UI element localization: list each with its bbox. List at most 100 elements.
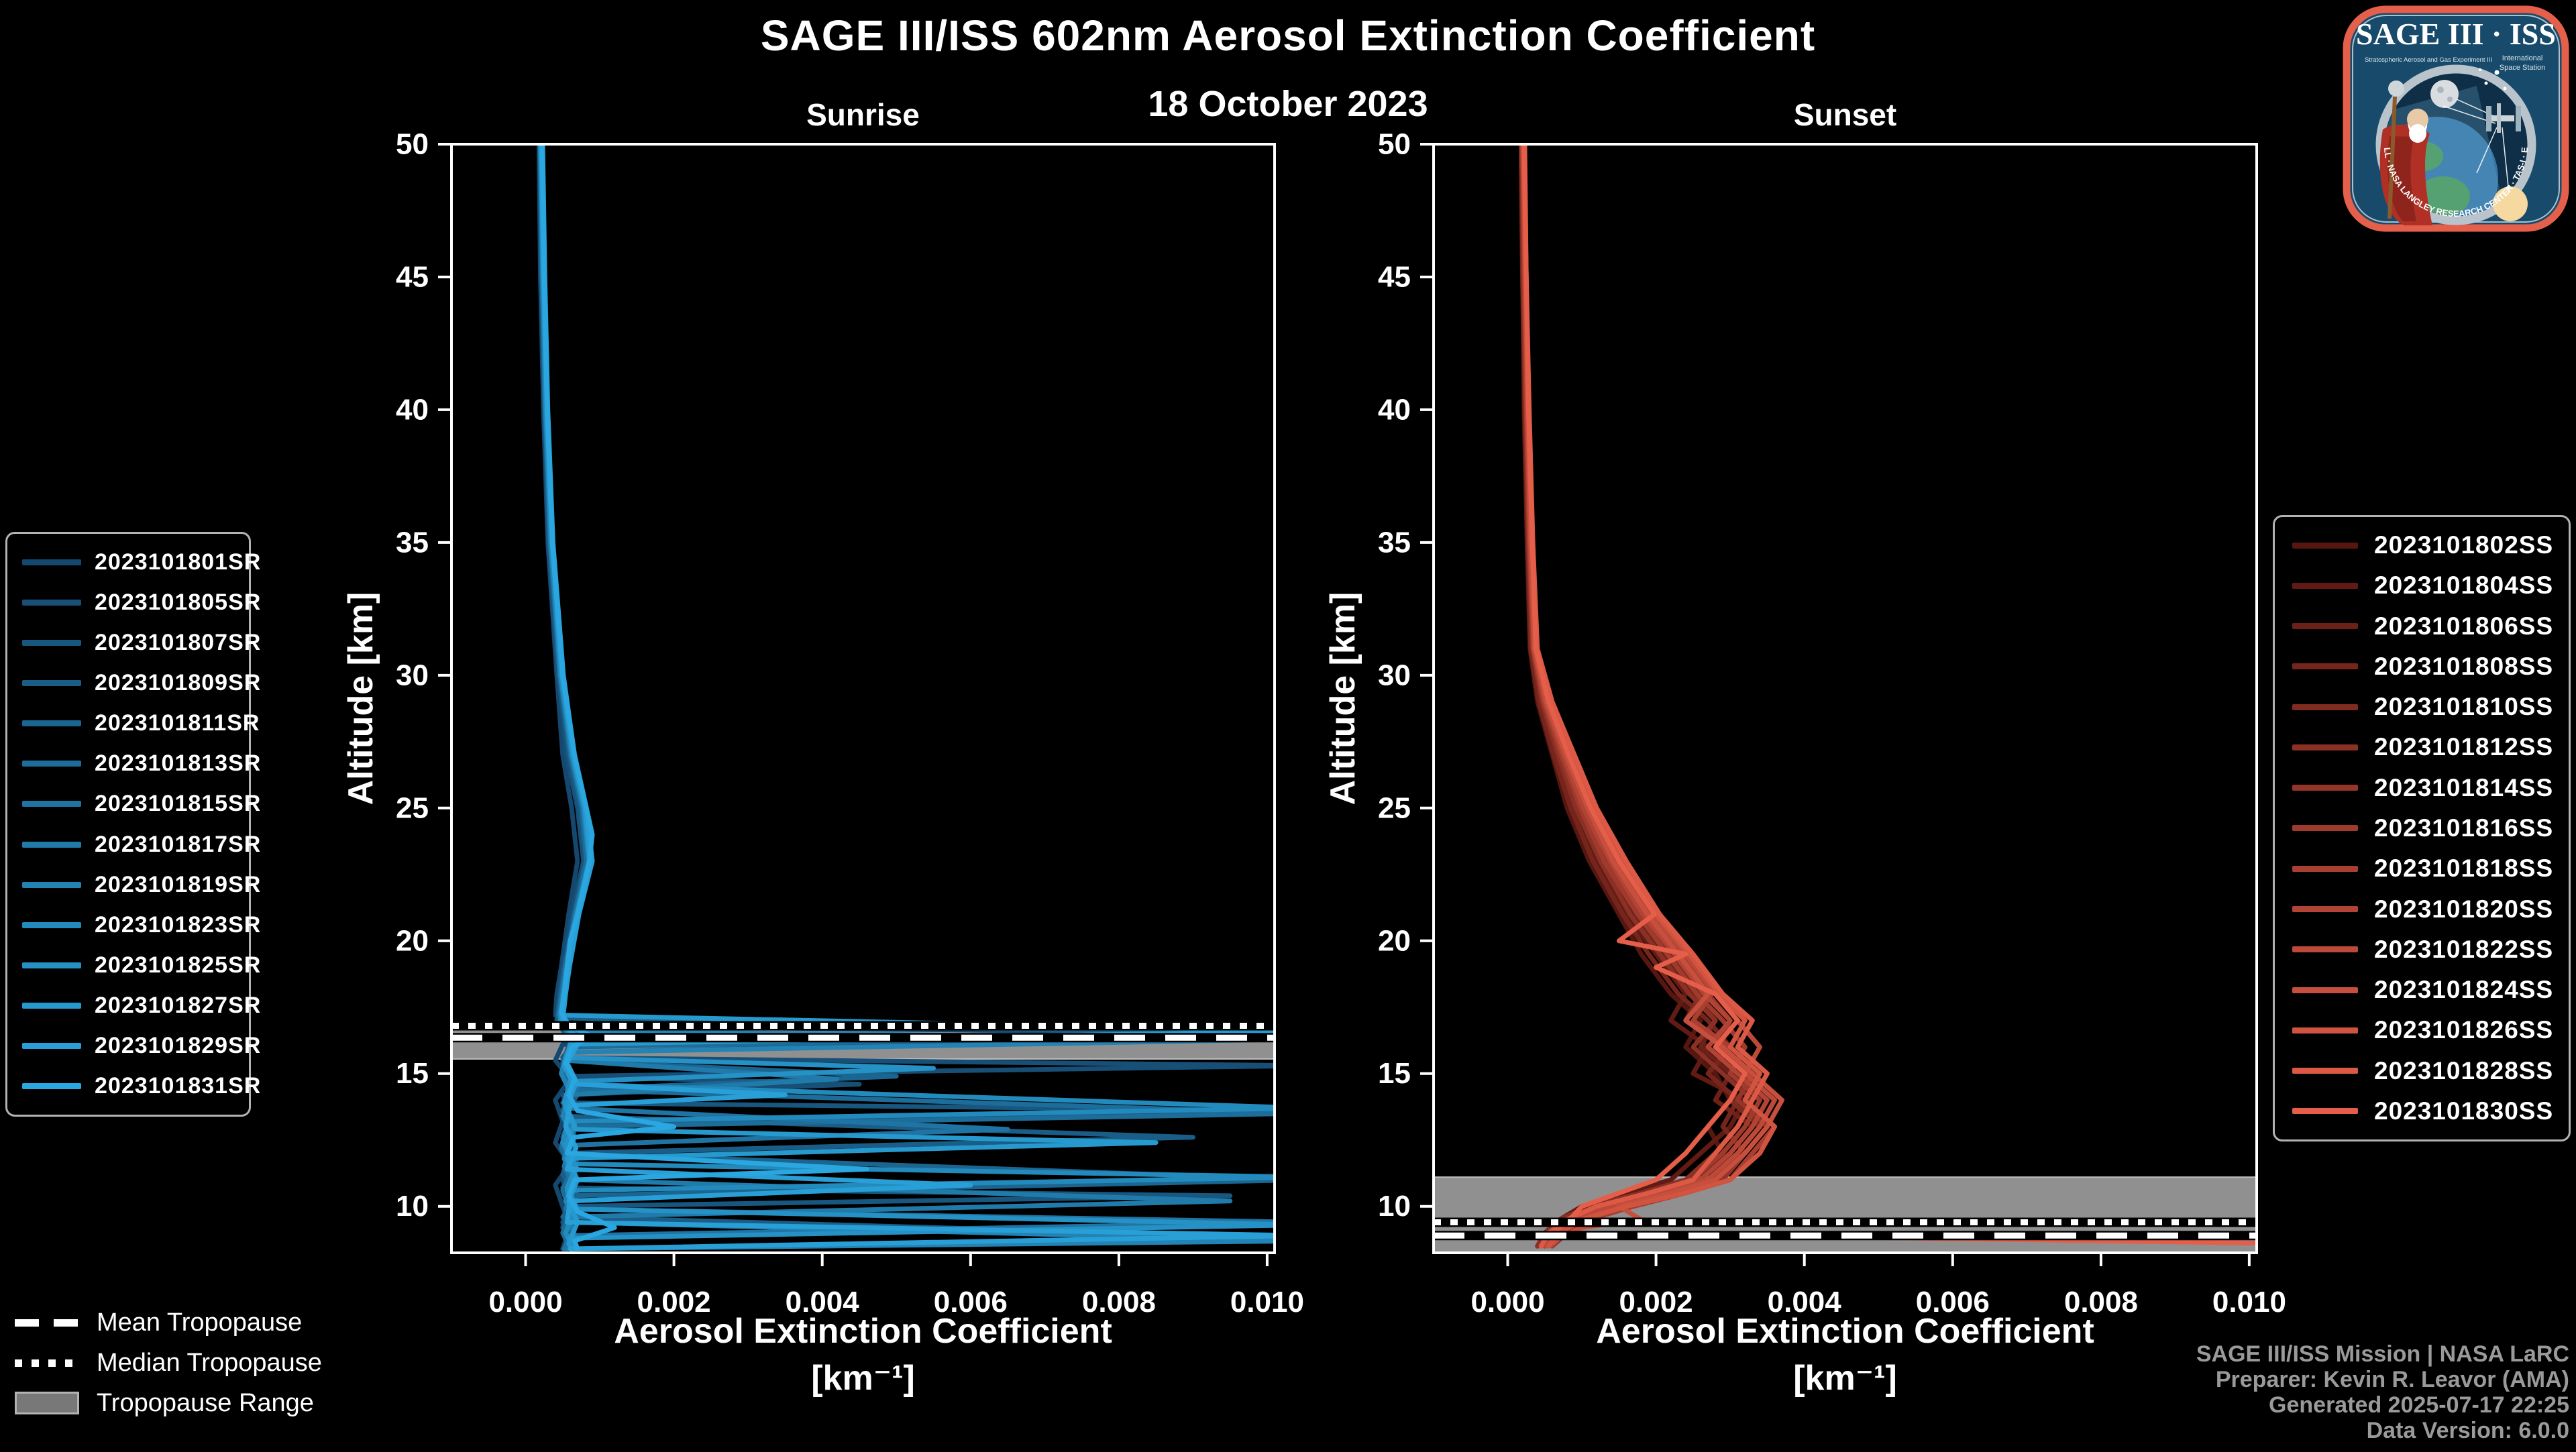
credits: SAGE III/ISS Mission | NASA LaRC Prepare…	[2196, 1341, 2569, 1443]
mission-logo-svg: SAGE III · ISS Stratospheric Aerosol and…	[2339, 0, 2569, 232]
legend-label: 2023101818SS	[2374, 854, 2554, 883]
legend-item: 2023101828SS	[2292, 1057, 2562, 1085]
tropopause-legend: Mean Tropopause Median Tropopause Tropop…	[15, 1308, 322, 1417]
legend-swatch	[22, 720, 81, 727]
x-axis-units-label: [km⁻¹]	[1793, 1359, 1897, 1398]
date-subtitle: 18 October 2023	[1148, 84, 1428, 124]
legend-label: 2023101808SS	[2374, 652, 2554, 680]
y-tick-label: 25	[1378, 791, 1411, 824]
profile-line-2023101831SR	[539, 146, 869, 1251]
logo-moon-crater	[2447, 97, 2453, 102]
y-tick-label: 35	[396, 526, 429, 559]
series-lines	[1518, 146, 2255, 1249]
plot-border	[450, 143, 1276, 1254]
legend-item: 2023101816SS	[2292, 814, 2562, 842]
legend-swatch	[22, 599, 81, 606]
legend-item: 2023101830SS	[2292, 1097, 2562, 1125]
mission-logo: SAGE III · ISS Stratospheric Aerosol and…	[2339, 0, 2569, 232]
legend-label: 2023101820SS	[2374, 895, 2554, 923]
legend-item: 2023101819SR	[22, 872, 260, 898]
logo-figure	[2379, 80, 2432, 225]
legend-label: 2023101811SR	[95, 710, 260, 736]
y-tick-label: 20	[1378, 924, 1411, 957]
legend-swatch	[22, 559, 81, 565]
legend-item: 2023101820SS	[2292, 895, 2562, 924]
x-tick-label: 0.006	[1916, 1286, 1990, 1319]
y-tick-label: 15	[1378, 1057, 1411, 1090]
profile-line-2023101811SR	[539, 146, 1273, 1251]
x-tick-label: 0.002	[637, 1286, 711, 1319]
legend-label: 2023101823SR	[95, 911, 262, 938]
y-tick-label: 45	[396, 261, 429, 294]
y-tick-label: 40	[396, 393, 429, 426]
legend-label: 2023101824SS	[2374, 976, 2554, 1004]
legend-item: 2023101813SR	[22, 750, 260, 777]
y-tick-label: 40	[1378, 393, 1411, 426]
y-tick-label: 30	[1378, 659, 1411, 691]
legend-label: 2023101828SS	[2374, 1056, 2554, 1084]
logo-iss	[2486, 103, 2521, 133]
profile-line-2023101801SR	[536, 146, 1273, 1251]
logo-subtitle-right-1: International	[2502, 54, 2543, 62]
legend-item: 2023101825SR	[22, 952, 260, 979]
sunset-panel-title: Sunset	[1793, 97, 1897, 132]
legend-swatch	[2292, 1027, 2358, 1034]
y-tick-label: 10	[396, 1190, 429, 1223]
x-axis: 0.000 0.002 0.004 0.006 0.008 0.010	[488, 1253, 1304, 1319]
y-tick-label: 30	[396, 659, 429, 691]
legend-swatch	[2292, 704, 2358, 710]
median-tropopause-label: Median Tropopause	[97, 1348, 322, 1377]
legend-item: 2023101817SR	[22, 832, 260, 858]
legend-item: 2023101831SR	[22, 1073, 260, 1099]
profile-line-2023101819SR	[538, 146, 1273, 1251]
x-axis: 0.000 0.002 0.004 0.006 0.008 0.010	[1470, 1253, 2286, 1319]
legend-swatch	[2292, 744, 2358, 750]
legend-swatch	[22, 801, 81, 807]
sunrise-panel-title: Sunrise	[806, 97, 920, 132]
profile-line-2023101823SR	[539, 146, 1273, 1251]
mean-tropopause-swatch	[15, 1319, 79, 1327]
profile-line-2023101817SR	[539, 146, 1233, 1251]
page-title: SAGE III/ISS 602nm Aerosol Extinction Co…	[760, 11, 1816, 60]
y-tick-label: 15	[396, 1057, 429, 1090]
y-tick-label: 50	[1378, 128, 1411, 161]
profile-line-2023101804SS	[1519, 146, 1748, 1249]
legend-swatch	[2292, 825, 2358, 832]
logo-moon	[2430, 80, 2459, 108]
tropopause-range-legend-item: Tropopause Range	[15, 1388, 322, 1417]
legend-item: 2023101806SS	[2292, 612, 2562, 640]
legend-swatch	[22, 679, 81, 686]
legend-swatch	[2292, 946, 2358, 953]
profile-line-2023101830SS	[1521, 146, 2255, 1245]
legend-swatch	[2292, 1108, 2358, 1115]
x-tick-label: 0.010	[2212, 1286, 2286, 1319]
y-axis: 10 15 20 25 30 35 40 45 50	[1378, 128, 1434, 1223]
legend-label: 2023101812SS	[2374, 733, 2554, 761]
legend-label: 2023101809SR	[95, 669, 262, 695]
legend-label: 2023101810SS	[2374, 693, 2554, 721]
legend-label: 2023101816SS	[2374, 814, 2554, 842]
legend-label: 2023101830SS	[2374, 1097, 2554, 1125]
legend-label: 2023101826SS	[2374, 1016, 2554, 1044]
tropopause-range-label: Tropopause Range	[97, 1388, 314, 1417]
logo-title: SAGE III · ISS	[2356, 17, 2556, 51]
mean-tropopause-legend-item: Mean Tropopause	[15, 1308, 322, 1337]
y-axis-label: Altitude [km]	[1324, 592, 1362, 805]
x-axis-label: Aerosol Extinction Coefficient	[614, 1312, 1112, 1351]
legend-swatch	[22, 841, 81, 848]
legend-swatch	[2292, 906, 2358, 913]
logo-moon-crater	[2437, 87, 2444, 93]
x-tick-label: 0.010	[1230, 1286, 1304, 1319]
legend-swatch	[2292, 582, 2358, 589]
legend-item: 2023101802SS	[2292, 531, 2562, 559]
y-tick-label: 25	[396, 791, 429, 824]
legend-item: 2023101829SR	[22, 1033, 260, 1059]
y-tick-label: 20	[396, 924, 429, 957]
legend-label: 2023101805SR	[95, 589, 262, 615]
credit-line-preparer: Preparer: Kevin R. Leavor (AMA)	[2215, 1367, 2569, 1392]
median-tropopause-legend-item: Median Tropopause	[15, 1348, 322, 1377]
